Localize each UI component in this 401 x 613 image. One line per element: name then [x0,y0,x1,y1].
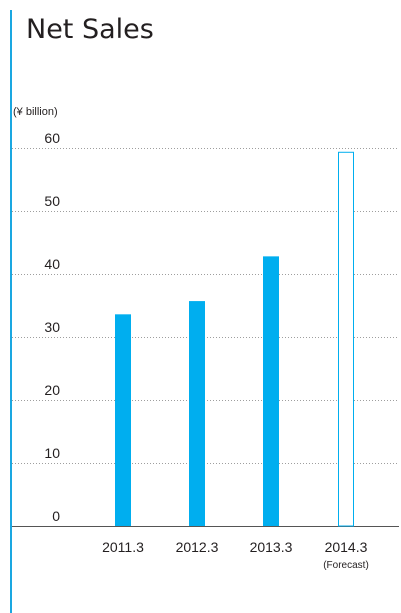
x-tick-labels: 2011.3 2012.3 2013.3 2014.3 (Forecast) [102,539,369,571]
y-tick-label: 0 [52,508,60,524]
x-tick-label: 2014.3 [325,539,368,555]
bar-forecast [338,151,354,527]
y-tick-labels: 0 10 20 30 40 50 60 [44,130,60,524]
gridlines [12,148,399,527]
chart-title: Net Sales [26,14,154,45]
y-tick-label: 10 [44,445,60,461]
x-tick-label: 2013.3 [250,539,293,555]
x-tick-label: 2012.3 [176,539,219,555]
y-tick-label: 40 [44,256,60,272]
x-tick-sublabel: (Forecast) [323,560,369,571]
y-tick-label: 20 [44,382,60,398]
title-accent-bar [10,10,12,613]
y-axis-unit-label: (¥ billion) [13,106,58,118]
bars [115,151,354,527]
x-tick-label: 2011.3 [102,539,144,555]
bar [115,314,131,526]
y-tick-label: 50 [44,193,60,209]
y-tick-label: 30 [44,319,60,335]
y-tick-label: 60 [44,130,60,146]
bar [263,256,279,526]
bar [189,301,205,526]
